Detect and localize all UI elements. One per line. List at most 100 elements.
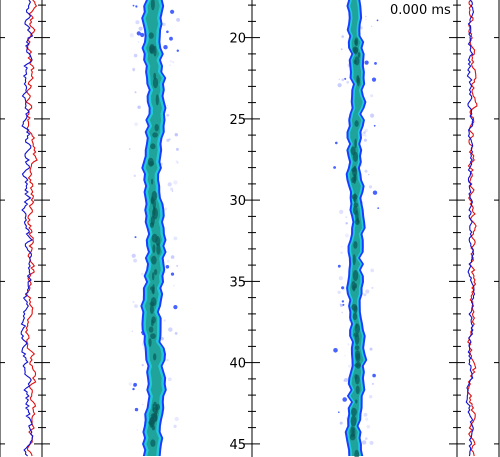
left-jet-droplet: [141, 331, 144, 334]
right-jet-droplet: [333, 166, 336, 169]
right-jet-dark-spot: [355, 210, 359, 222]
left-jet-halo-speck: [137, 105, 141, 109]
left-jet-dark-spot: [150, 215, 155, 226]
right-jet-droplet: [374, 62, 377, 65]
left-jet-halo-speck: [132, 69, 135, 72]
left-jet-droplet: [140, 32, 145, 38]
left-jet-droplet: [132, 387, 135, 391]
right-jet-droplet: [337, 264, 341, 268]
left-jet-halo-speck: [164, 207, 168, 211]
right-jet-halo-speck: [344, 378, 349, 382]
left-jet-halo-speck: [176, 264, 179, 267]
left-jet-dark-spot: [152, 77, 159, 89]
left-jet-dark-spot: [150, 0, 155, 11]
right-jet-droplet: [341, 300, 345, 303]
right-jet-dark-spot: [352, 166, 358, 177]
left-jet-halo-speck: [170, 255, 175, 259]
left-jet-halo-speck: [166, 358, 169, 362]
right-jet-halo-speck: [370, 94, 374, 98]
right-jet-halo-speck: [363, 138, 367, 142]
left-jet-halo-speck: [132, 67, 136, 71]
left-jet-halo-speck: [169, 60, 172, 63]
left-jet-dark-spot: [148, 338, 152, 347]
right-jet-halo-speck: [341, 35, 345, 38]
left-jet-droplet: [170, 9, 175, 14]
left-jet-dark-spot: [152, 412, 158, 423]
left-jet-dark-spot: [148, 161, 155, 167]
right-jet-halo-speck: [371, 382, 374, 385]
right-jet-halo-speck: [343, 379, 346, 382]
left-jet-droplet: [132, 4, 135, 7]
left-jet-halo-speck: [133, 174, 136, 177]
left-jet-halo-speck: [174, 332, 178, 335]
left-jet-halo-speck: [131, 330, 133, 332]
left-jet-halo-speck: [175, 160, 178, 163]
left-jet-halo-speck: [134, 122, 138, 126]
right-jet-halo-speck: [363, 412, 368, 417]
left-jet-dark-spot: [152, 244, 156, 254]
right-jet-halo-speck: [344, 233, 349, 238]
right-jet-dark-spot: [353, 241, 358, 249]
right-jet-halo-speck: [368, 185, 373, 189]
tick-label-45: 45: [229, 438, 246, 453]
right-jet-halo-speck: [345, 222, 348, 225]
left-jet-halo-speck: [173, 424, 177, 428]
right-jet-core: [348, 0, 364, 456]
left-jet-droplet: [165, 265, 170, 269]
right-jet-droplet: [372, 190, 378, 195]
left-jet-dark-spot: [153, 353, 157, 361]
right-jet-halo-speck: [348, 364, 352, 368]
left-jet-dark-spot: [152, 403, 155, 412]
left-jet-halo-speck: [129, 33, 134, 38]
left-jet-dark-spot: [156, 243, 161, 255]
tick-label-30: 30: [229, 194, 246, 209]
left-jet-dark-spot: [153, 45, 157, 57]
left-jet-halo-speck: [131, 253, 136, 258]
right-jet-dark-spot: [350, 146, 356, 156]
left-jet-halo-speck: [166, 104, 168, 107]
right-jet-halo-speck: [363, 293, 367, 297]
left-jet-dark-spot: [150, 143, 156, 150]
left-jet-dark-spot: [150, 333, 156, 339]
profile-traces: [20, 0, 478, 457]
right-jet-halo-speck: [364, 135, 367, 137]
left-jet-halo-speck: [163, 319, 166, 322]
left-jet-halo-speck: [168, 377, 172, 382]
left-jet-halo-speck: [176, 161, 179, 164]
left-jet-halo-speck: [168, 138, 171, 141]
right-jet-droplet: [373, 124, 376, 127]
right-jet-dark-spot: [354, 120, 359, 127]
left-jet-halo-speck: [171, 190, 174, 192]
right-jet-dark-spot: [355, 385, 360, 395]
right-jet-halo-speck: [362, 440, 367, 445]
right-jet-halo-speck: [361, 132, 366, 137]
right-jet-halo-speck: [364, 169, 368, 173]
left-jet-droplet: [136, 31, 141, 36]
right-jet-dark-spot: [354, 363, 361, 368]
left-jet-dark-spot: [149, 304, 154, 315]
left-jet-halo-speck: [173, 284, 175, 287]
left-jet-halo-speck: [137, 41, 140, 43]
left-jet-halo-speck: [175, 147, 179, 151]
tick-label-20: 20: [229, 32, 246, 47]
right-jet-dark-spot: [353, 305, 358, 314]
left-jet-droplet: [134, 407, 139, 412]
left-jet-halo-speck: [166, 113, 170, 117]
left-jet-halo-speck: [173, 236, 178, 241]
right-jet-dark-spot: [354, 345, 360, 351]
left-jet-dark-spot: [150, 439, 156, 447]
right-jet-halo-speck: [363, 131, 366, 134]
left-jet-halo-speck: [133, 53, 138, 58]
left-jet-halo-speck: [142, 403, 144, 406]
right-jet-halo-speck: [338, 78, 340, 81]
right-jet-droplet: [372, 373, 376, 378]
left-jet-halo-speck: [166, 259, 170, 263]
left-jet-halo-speck: [135, 20, 140, 25]
right-jet-halo-speck: [365, 437, 368, 440]
left-jet-halo-speck: [162, 22, 166, 27]
right-jet-dark-spot: [353, 193, 357, 204]
left-jet-halo-speck: [166, 138, 170, 142]
left-jet-dark-spot: [151, 255, 157, 265]
